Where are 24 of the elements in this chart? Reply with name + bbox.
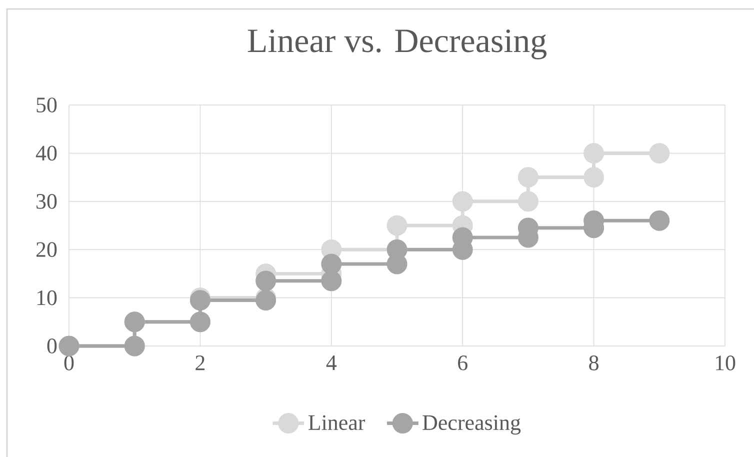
x-tick-label: 4 bbox=[326, 356, 337, 370]
point bbox=[518, 191, 538, 212]
y-tick-label: 50 bbox=[36, 98, 57, 112]
point bbox=[584, 142, 604, 164]
point bbox=[649, 142, 670, 164]
point bbox=[256, 270, 276, 292]
point bbox=[386, 215, 408, 236]
y-tick-label: 40 bbox=[36, 146, 57, 161]
chart-title: Linear vs. Decreasing bbox=[248, 29, 546, 60]
y-tick-label: 0 bbox=[47, 338, 57, 354]
x-tick-label: 6 bbox=[458, 356, 468, 370]
y-tick-label: 20 bbox=[36, 242, 57, 258]
legend-label: Decreasing bbox=[422, 415, 521, 435]
x-tick-label: 0 bbox=[64, 356, 74, 370]
x-tick-label: 8 bbox=[589, 356, 598, 370]
point bbox=[584, 167, 604, 188]
point bbox=[518, 167, 538, 188]
y-tick-label: 30 bbox=[36, 194, 57, 209]
point bbox=[452, 191, 473, 212]
x-tick-label: 10 bbox=[716, 356, 736, 370]
legend-label: Linear bbox=[308, 415, 366, 430]
x-tick-label: 2 bbox=[196, 356, 204, 370]
point bbox=[649, 210, 670, 231]
y-tick-label: 10 bbox=[37, 290, 57, 306]
